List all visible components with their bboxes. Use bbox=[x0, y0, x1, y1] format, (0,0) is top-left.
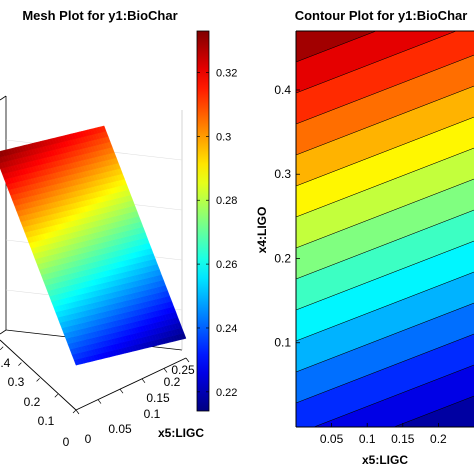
colorbar-gradient bbox=[196, 30, 210, 412]
mesh-y-tick-label: 0.4 bbox=[0, 356, 11, 370]
contour-x-tick-label: 0.15 bbox=[391, 432, 415, 446]
contour-band bbox=[296, 240, 474, 342]
contour-band bbox=[296, 333, 474, 427]
mesh-x-tick bbox=[163, 368, 168, 373]
contour-band bbox=[296, 271, 474, 373]
mesh-y-tick bbox=[54, 393, 59, 398]
mesh-x-tick-label: 0.2 bbox=[164, 375, 181, 389]
mesh-x-tick-label: 0 bbox=[85, 432, 92, 446]
contour-band bbox=[313, 364, 474, 427]
contour-band bbox=[296, 31, 474, 125]
mesh-x-tick bbox=[185, 357, 190, 363]
colorbar: 0.22 0.24 0.26 0.28 0.3 0.32 bbox=[196, 30, 237, 412]
contour-x-tick-label: 0.2 bbox=[430, 432, 447, 446]
mesh-x-tick-label: 0.05 bbox=[108, 422, 132, 436]
contour-y-tick-label: 0.3 bbox=[274, 167, 291, 181]
contour-y-tick-label: 0.4 bbox=[274, 83, 291, 97]
contour-xlabel: x5:LIGC bbox=[362, 453, 408, 467]
mesh-x-tick-label: 0.15 bbox=[146, 391, 170, 405]
mesh-surface-cell bbox=[101, 125, 107, 133]
contour-fill bbox=[296, 31, 474, 427]
mesh-surface bbox=[0, 125, 187, 366]
contour-band bbox=[296, 85, 474, 187]
mesh-plot: Mesh Plot for y1:BioChar 00.050.10.150.2… bbox=[0, 8, 204, 449]
colorbar-ticks: 0.22 0.24 0.26 0.28 0.3 0.32 bbox=[197, 68, 237, 399]
contour-band bbox=[296, 178, 474, 280]
mesh-floor-edge bbox=[75, 357, 187, 411]
contour-ylabel: x4:LIGO bbox=[255, 207, 269, 254]
mesh-y-tick-label: 0.3 bbox=[8, 375, 25, 389]
contour-band bbox=[296, 54, 474, 156]
mesh-plot-title: Mesh Plot for y1:BioChar bbox=[22, 8, 177, 23]
mesh-y-tick bbox=[72, 409, 77, 414]
mesh-x-tick bbox=[75, 409, 80, 415]
mesh-xlabel: x5:LIGC bbox=[158, 426, 204, 440]
colorbar-tick-label: 0.28 bbox=[216, 195, 237, 207]
mesh-box-edge bbox=[0, 95, 7, 101]
colorbar-tick-label: 0.32 bbox=[216, 68, 237, 80]
colorbar-tick-label: 0.24 bbox=[216, 323, 237, 335]
contour-band bbox=[296, 209, 474, 311]
contour-y-tick-label: 0.1 bbox=[274, 336, 291, 350]
colorbar-tick-label: 0.22 bbox=[216, 387, 237, 399]
contour-band bbox=[296, 31, 377, 63]
contour-x-tick-label: 0.05 bbox=[320, 432, 344, 446]
colorbar-tick-label: 0.3 bbox=[216, 131, 231, 143]
mesh-x-tick-label: 0.1 bbox=[144, 407, 161, 421]
contour-y-tick-label: 0.2 bbox=[274, 251, 291, 265]
mesh-y-tick bbox=[36, 378, 40, 382]
mesh-x-tick bbox=[119, 388, 124, 394]
mesh-y-tick-label: 0.1 bbox=[38, 414, 55, 428]
contour-ticks: 0.05 0.1 0.15 0.2 0.1 0.2 0.3 0.4 bbox=[274, 83, 447, 446]
contour-band bbox=[296, 147, 474, 249]
contour-x-tick-label: 0.1 bbox=[359, 432, 376, 446]
mesh-y-tick-label: 0 bbox=[63, 435, 70, 449]
mesh-x-tick bbox=[97, 399, 102, 404]
mesh-floor-edge bbox=[0, 339, 77, 411]
mesh-x-tick bbox=[141, 378, 146, 384]
mesh-y-tick bbox=[18, 362, 22, 366]
mesh-box-edge bbox=[0, 329, 7, 335]
contour-plot-title: Contour Plot for y1:BioChar bbox=[295, 8, 468, 23]
mesh-y-tick bbox=[0, 346, 4, 351]
contour-band bbox=[296, 302, 474, 404]
contour-band bbox=[296, 116, 474, 218]
colorbar-tick-label: 0.26 bbox=[216, 259, 237, 271]
mesh-y-tick-label: 0.2 bbox=[24, 395, 41, 409]
mesh-x-tick-label: 0.25 bbox=[171, 363, 195, 377]
contour-plot: Contour Plot for y1:BioChar 0.05 0.1 0.15 0… bbox=[255, 8, 474, 467]
